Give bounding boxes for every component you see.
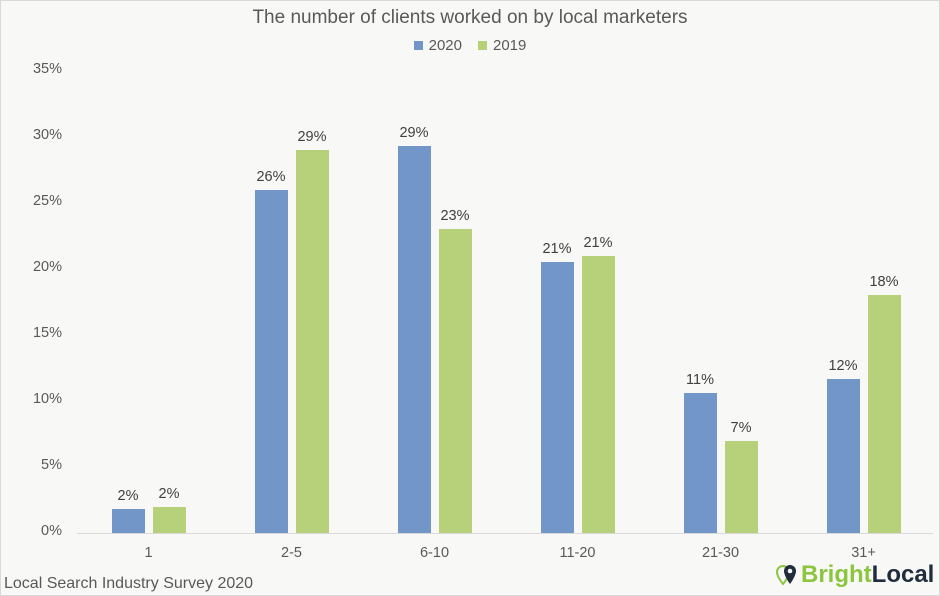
- legend-swatch-2019: [478, 41, 487, 50]
- bar-2019-6-10: [438, 229, 472, 533]
- y-tick-label: 10%: [32, 391, 62, 407]
- bar-2019-11-20: [581, 255, 615, 533]
- y-tick-label: 20%: [32, 259, 62, 275]
- bar-2019-31+: [867, 295, 901, 533]
- bar-2020-1: [111, 509, 145, 533]
- x-tick-label: 21-30: [701, 545, 740, 561]
- y-tick-label: 30%: [32, 127, 62, 143]
- bar-2020-6-10: [397, 146, 431, 533]
- x-tick-label: 2-5: [281, 545, 302, 561]
- logo-text-local: Local: [871, 561, 935, 588]
- brightlocal-logo: Bright Local: [775, 561, 934, 589]
- logo-text-bright: Bright: [801, 561, 872, 588]
- bar-2019-21-30: [724, 440, 758, 533]
- legend-swatch-2020: [413, 41, 423, 50]
- legend-label: 2019: [493, 37, 527, 54]
- data-label: 2%: [158, 485, 180, 502]
- data-label: 11%: [686, 372, 714, 389]
- x-tick-label: 1: [144, 545, 153, 561]
- bar-2020-2-5: [254, 189, 288, 533]
- legend-item-2020: 2020: [413, 37, 462, 54]
- x-axis-line: [77, 533, 933, 534]
- legend: 2020 2019: [0, 37, 940, 54]
- data-label: 12%: [828, 357, 858, 374]
- data-label: 29%: [297, 129, 327, 146]
- chart-title: The number of clients worked on by local…: [252, 7, 688, 28]
- data-label: 29%: [399, 125, 429, 142]
- map-pin-heart-icon: [775, 564, 796, 586]
- data-label: 7%: [730, 419, 752, 436]
- legend-label: 2020: [428, 37, 462, 54]
- y-tick-label: 25%: [32, 193, 62, 209]
- y-tick-label: 35%: [32, 61, 62, 77]
- data-label: 21%: [542, 241, 572, 258]
- data-label: 18%: [869, 274, 899, 291]
- source-caption: Local Search Industry Survey 2020: [4, 575, 254, 592]
- bar-2019-2-5: [295, 150, 329, 533]
- y-tick-label: 0%: [41, 523, 62, 539]
- y-tick-label: 5%: [41, 457, 62, 473]
- bar-2020-11-20: [540, 262, 574, 533]
- data-label: 2%: [117, 488, 139, 505]
- data-label: 23%: [440, 208, 470, 225]
- data-label: 26%: [256, 168, 286, 185]
- legend-item-2019: 2019: [478, 37, 526, 54]
- bar-2020-31+: [826, 378, 860, 533]
- y-tick-label: 15%: [32, 325, 62, 341]
- x-tick-label: 6-10: [419, 545, 450, 561]
- bar-2019-1: [152, 506, 186, 533]
- x-tick-label: 31+: [851, 545, 876, 561]
- data-label: 21%: [583, 234, 613, 251]
- bar-2020-21-30: [683, 393, 717, 533]
- x-tick-label: 11-20: [559, 545, 596, 561]
